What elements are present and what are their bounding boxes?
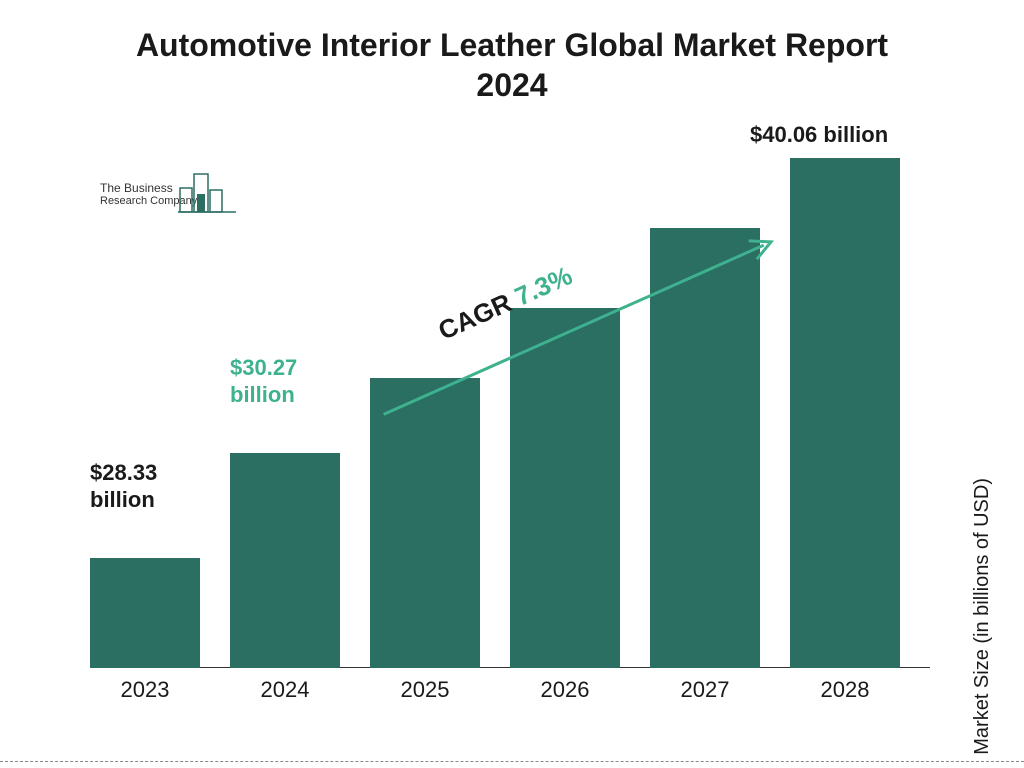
x-tick-label: 2027 [645,677,765,703]
x-tick-label: 2026 [505,677,625,703]
cagr-percent: 7.3% [510,260,576,312]
x-tick-label: 2024 [225,677,345,703]
bar-2023 [90,558,200,668]
bar-value-label: $30.27billion [230,355,297,408]
bar-value-label: $40.06 billion [750,122,888,148]
x-tick-label: 2023 [85,677,205,703]
x-tick-label: 2028 [785,677,905,703]
footer-divider [0,761,1024,762]
bar-2024 [230,453,340,668]
y-axis-label: Market Size (in billions of USD) [971,478,994,755]
bar-value-label: $28.33billion [90,460,157,513]
chart-title: Automotive Interior Leather Global Marke… [132,25,892,105]
x-tick-label: 2025 [365,677,485,703]
bar-chart: 202320242025202620272028$28.33billion$30… [90,148,930,708]
bar-2028 [790,158,900,668]
